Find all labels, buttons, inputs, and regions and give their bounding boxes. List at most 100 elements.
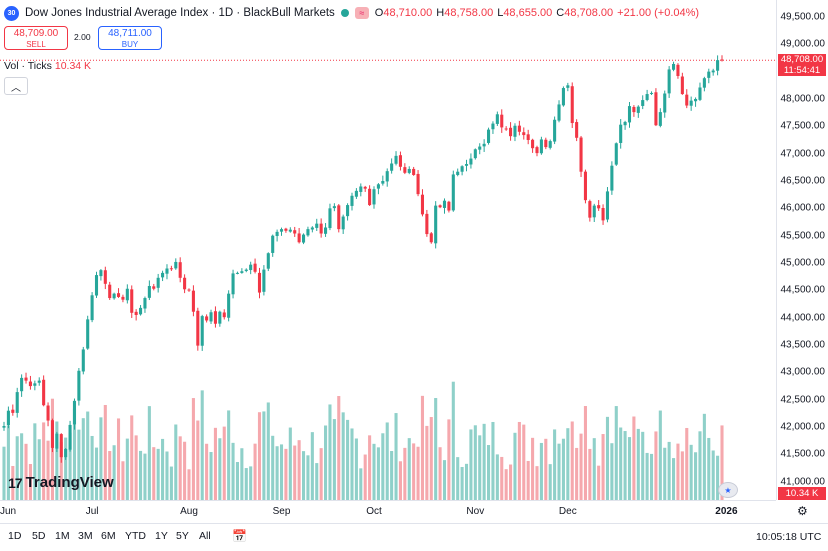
volume-bar (279, 444, 284, 500)
price-tick: 41,500.00 (780, 448, 826, 460)
volume-bar (654, 431, 658, 500)
candle (112, 292, 116, 300)
candle (332, 203, 336, 212)
price-tick: 49,500.00 (780, 11, 826, 23)
candle (346, 203, 350, 221)
volume-bar (500, 456, 504, 500)
range-button-1y[interactable]: 1Y (155, 530, 168, 542)
candle (222, 309, 226, 320)
volume-bar (509, 464, 513, 500)
range-button-3m[interactable]: 3M (78, 530, 93, 542)
range-button-5d[interactable]: 5D (32, 530, 46, 542)
candle (262, 265, 266, 296)
volume-bar (447, 419, 451, 500)
volume-bar (716, 455, 720, 500)
ohlc-open-key: O (374, 7, 384, 19)
volume-bar (354, 438, 358, 500)
candle (108, 281, 112, 300)
volume-bar (187, 469, 191, 500)
candle (297, 227, 301, 244)
volume-bar (108, 451, 112, 500)
candle (641, 95, 645, 110)
candle (55, 431, 59, 453)
volume-bar (645, 452, 649, 500)
candle (658, 108, 662, 128)
ohlc-high: 48,758.00 (444, 7, 494, 19)
volume-legend-value: 10.34 K (54, 60, 92, 72)
candle (266, 252, 270, 272)
volume-bar (544, 438, 548, 500)
candle (531, 138, 535, 153)
range-button-all[interactable]: All (199, 530, 211, 542)
time-axis[interactable]: Jun Jul Aug Sep Oct Nov Dec 2026 (0, 500, 776, 523)
candle (420, 189, 425, 217)
candle (174, 258, 178, 270)
candle (601, 204, 605, 225)
candle (632, 105, 636, 117)
volume-bar (257, 412, 262, 500)
volume-bar (46, 440, 50, 500)
collapse-legend-button[interactable]: ︿ (4, 77, 28, 95)
volume-bar (297, 440, 301, 500)
chart-area[interactable]: 30 Dow Jones Industrial Average Index · … (0, 0, 776, 500)
candle (231, 269, 235, 299)
symbol-title[interactable]: Dow Jones Industrial Average Index · 1D … (25, 7, 335, 19)
price-tick: 46,000.00 (780, 202, 826, 214)
price-tick: 47,500.00 (780, 120, 826, 132)
volume-bar (59, 442, 63, 500)
buy-label: BUY (121, 40, 139, 49)
time-tick: Nov (466, 506, 485, 517)
candle (456, 168, 460, 177)
candle (464, 159, 469, 172)
candle (491, 121, 495, 134)
volume-bar (169, 466, 173, 500)
time-tick: Aug (180, 506, 198, 517)
volume-bar (680, 451, 684, 500)
utc-clock[interactable]: 10:05:18 UTC (756, 531, 822, 543)
price-tick: 47,000.00 (780, 148, 826, 160)
candle (522, 127, 526, 140)
candle (368, 185, 372, 206)
volume-bar (231, 442, 235, 500)
volume-bar (526, 460, 530, 500)
date-range-icon[interactable]: 📅 (232, 529, 247, 543)
range-button-1m[interactable]: 1M (55, 530, 70, 542)
last-price-value: 48,708.00 (780, 54, 824, 65)
candle (68, 420, 72, 452)
volume-bar (385, 422, 389, 500)
range-button-1d[interactable]: 1D (8, 530, 22, 542)
range-button-6m[interactable]: 6M (101, 530, 116, 542)
volume-bar (213, 427, 217, 500)
tradingview-watermark[interactable]: 17 TradingView (8, 474, 114, 491)
candle (716, 55, 720, 76)
range-button-5y[interactable]: 5Y (176, 530, 189, 542)
last-price-tag: 48,708.00 11:54:41 (778, 54, 826, 76)
candle (235, 271, 240, 275)
price-tick: 46,500.00 (780, 175, 826, 187)
volume-bar (614, 406, 618, 500)
buy-button[interactable]: 48,711.00 BUY (98, 26, 162, 50)
candle (592, 203, 596, 223)
watermark-text: TradingView (25, 474, 114, 491)
volume-bar (346, 419, 350, 500)
sell-button[interactable]: 48,709.00 SELL (4, 26, 68, 50)
candle (279, 227, 284, 236)
volume-bar (165, 451, 169, 500)
volume-bar (147, 406, 151, 500)
range-button-ytd[interactable]: YTD (125, 530, 146, 542)
volume-legend[interactable]: Vol · Ticks 10.34 K (4, 60, 91, 72)
candle (425, 209, 429, 237)
candle (284, 227, 288, 233)
price-tick: 45,500.00 (780, 230, 826, 242)
volume-bar (460, 466, 464, 500)
candle (447, 200, 451, 213)
candle (398, 151, 402, 171)
candle (676, 63, 680, 79)
candle (240, 268, 244, 274)
price-chart[interactable] (0, 0, 776, 500)
candle (711, 68, 715, 76)
axis-settings-icon[interactable]: ⚙ (797, 504, 808, 518)
volume-bar (707, 437, 711, 500)
us-flag-icon[interactable]: ★ (718, 482, 738, 498)
candle (623, 120, 627, 130)
